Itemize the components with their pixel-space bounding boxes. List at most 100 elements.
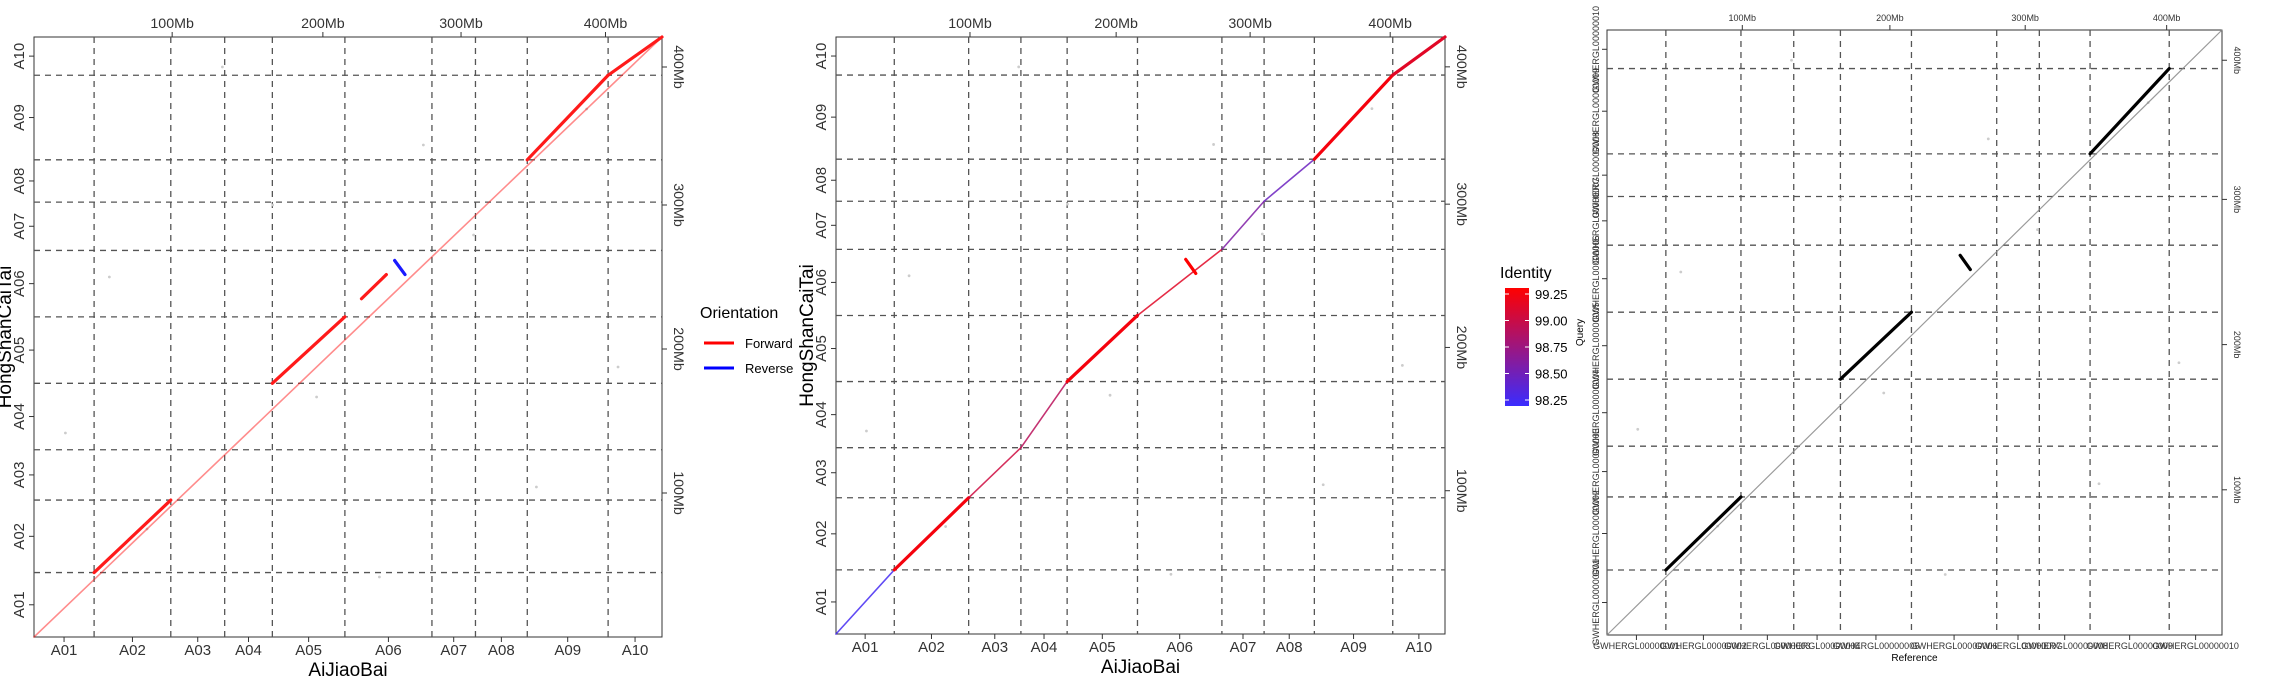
alignment-segment (1221, 200, 1265, 251)
legend-label-forward: Forward (745, 336, 793, 351)
bottom-tick-label: A09 (554, 642, 581, 659)
noise-dot (378, 575, 381, 579)
right-tick-label: 400Mb (2232, 46, 2242, 74)
noise-dot (907, 274, 911, 278)
noise-dot (865, 429, 868, 433)
bottom-tick-label: A10 (1406, 639, 1433, 656)
right-tick-label: 100Mb (1453, 469, 1469, 513)
noise-dot (472, 233, 475, 237)
top-tick-label: 200Mb (301, 16, 345, 32)
colorbar-tick-label: 98.25 (1535, 393, 1568, 408)
noise-dot (2036, 228, 2039, 232)
noise-dot (535, 485, 538, 489)
x-axis-title: AiJiaoBai (308, 660, 387, 681)
alignment-segment (2088, 66, 2171, 156)
bottom-tick-label: A09 (1340, 639, 1367, 656)
bottom-tick-label: A08 (488, 642, 515, 659)
top-tick-label: 300Mb (439, 16, 483, 32)
right-tick-label: 400Mb (670, 45, 686, 89)
noise-dot (616, 365, 620, 369)
bottom-tick-label: A01 (51, 642, 78, 659)
alignment-segment (1312, 73, 1395, 161)
colorbar-tick-label: 99.25 (1535, 287, 1568, 302)
left-tick-label: GWHERGL00000010 (1591, 6, 1601, 93)
bottom-tick-label: A02 (119, 642, 146, 659)
left-tick-label: A08 (813, 167, 830, 194)
left-tick-label: A04 (11, 403, 28, 430)
noise-dot (1066, 202, 1069, 206)
left-tick-label: GWHERGL00000002 (1591, 490, 1601, 577)
top-tick-label: 100Mb (1729, 13, 1757, 23)
bottom-tick-label: GWHERGL00000010 (2152, 641, 2239, 651)
noise-dot (221, 65, 224, 69)
alignment-segment (606, 35, 664, 77)
left-tick-label: A04 (813, 401, 830, 428)
legend-title: Orientation (700, 305, 778, 322)
top-tick-label: 100Mb (150, 16, 194, 32)
bottom-tick-label: GWHERGL00000003 (1724, 641, 1811, 651)
alignment-segment (1020, 380, 1068, 449)
alignment-segment (1136, 248, 1223, 317)
bottom-tick-label: A04 (1031, 639, 1058, 656)
noise-dot (107, 275, 111, 279)
plot-frame (835, 36, 1446, 635)
right-tick-label: 200Mb (2232, 331, 2242, 359)
left-tick-label: GWHERGL00000009 (1591, 68, 1601, 155)
right-tick-label: 200Mb (1453, 326, 1469, 370)
bottom-tick-label: GWHERGL00000009 (2086, 641, 2173, 651)
x-axis-title: AiJiaoBai (1101, 657, 1180, 678)
alignment-segment (1263, 158, 1316, 203)
alignment-segment (1606, 29, 2223, 636)
noise-dot (1943, 573, 1947, 576)
noise-dot (1169, 572, 1173, 576)
noise-dot (944, 525, 948, 528)
bottom-tick-label: A06 (1166, 639, 1193, 656)
left-tick-label: A01 (11, 591, 28, 618)
left-tick-label: A08 (11, 168, 28, 195)
top-tick-label: 400Mb (2153, 13, 2181, 23)
right-tick-label: 200Mb (670, 327, 686, 371)
noise-dot (1108, 393, 1112, 397)
noise-dot (1212, 143, 1215, 146)
y-axis-title: Query (1575, 319, 1586, 346)
colorbar-tick-label: 98.75 (1535, 340, 1568, 355)
noise-dot (271, 203, 275, 207)
panel-1: 100Mb 200Mb 300Mb 400Mb 100Mb 200Mb 300Mb 400Mb… (0, 16, 686, 681)
left-tick-label: A05 (11, 337, 28, 364)
left-tick-label: A09 (11, 104, 28, 131)
alignment-segment (359, 272, 388, 301)
noise-dot (421, 143, 425, 147)
right-tick-label: 300Mb (1453, 182, 1469, 226)
left-tick-label: A01 (813, 589, 830, 616)
bottom-tick-label: GWHERGL00000006 (1911, 641, 1998, 651)
legend-title: Identity (1500, 265, 1552, 282)
bottom-tick-label: A01 (852, 639, 879, 656)
left-tick-label: GWHERGL00000005 (1591, 302, 1601, 389)
panel-2: 100Mb 200Mb 300Mb 400Mb 100Mb 200Mb 300Mb 400Mb… (797, 16, 1469, 678)
left-tick-label: GWHERGL00000004 (1591, 369, 1601, 456)
alignment-segment (393, 258, 407, 277)
alignment-segment (1184, 257, 1198, 275)
bottom-tick-label: A05 (1089, 639, 1116, 656)
right-tick-label: 100Mb (2232, 476, 2242, 504)
alignment-segment (525, 73, 610, 162)
noise-dot (2097, 482, 2101, 486)
noise-dot (315, 395, 318, 399)
noise-dot (1636, 427, 1640, 431)
alignment-segment (967, 446, 1022, 499)
top-tick-label: 200Mb (1094, 16, 1138, 32)
right-tick-label: 300Mb (2232, 186, 2242, 214)
alignment-segment (835, 569, 896, 635)
bottom-tick-label: GWHERGL00000005 (1833, 641, 1920, 651)
noise-dot (1400, 363, 1404, 367)
left-tick-label: A07 (813, 212, 830, 239)
alignment-segment (892, 496, 971, 572)
left-tick-label: A06 (813, 269, 830, 296)
left-tick-label: A09 (813, 104, 830, 131)
bottom-tick-label: A08 (1276, 639, 1303, 656)
noise-dot (1986, 137, 1990, 141)
bottom-tick-label: A10 (622, 642, 649, 659)
orientation-legend: Orientation Forward Reverse (700, 305, 793, 376)
alignment-segment (1838, 310, 1914, 381)
left-tick-label: GWHERGL00000008 (1591, 132, 1601, 219)
